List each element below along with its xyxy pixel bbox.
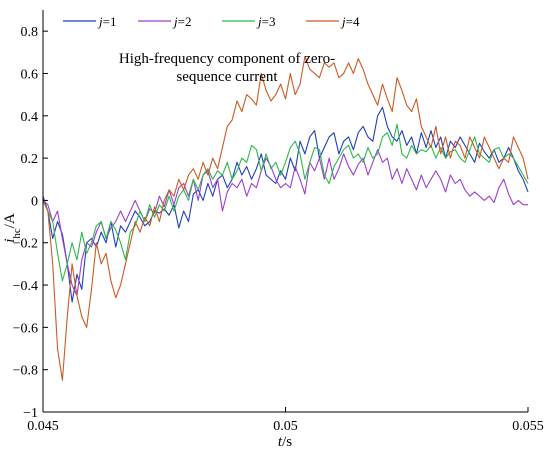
y-tick-label: 0 xyxy=(31,194,38,209)
series-layer xyxy=(42,55,529,381)
legend: j=1 j=2 j=3 j=4 xyxy=(63,14,360,29)
legend-label: j=4 xyxy=(340,14,360,29)
annotation-text: High-frequency component of zero-sequenc… xyxy=(119,51,335,85)
legend-label: j=3 xyxy=(256,14,275,29)
y-tick-label: 0.2 xyxy=(21,152,39,167)
y-tick-label: −0.2 xyxy=(13,237,38,252)
series-line-1 xyxy=(42,106,529,303)
series-line-3 xyxy=(42,123,529,282)
legend-label: j=1 xyxy=(97,14,116,29)
y-tick-label: 0.4 xyxy=(21,110,39,125)
x-tick-label: 0.055 xyxy=(512,419,544,434)
x-axis-label: t/s xyxy=(278,434,292,450)
series-line-4 xyxy=(42,55,529,381)
series-line-2 xyxy=(42,149,528,297)
y-tick-label: 0.8 xyxy=(21,25,39,40)
y-tick-label: −0.4 xyxy=(13,279,38,294)
y-tick-label: −0.6 xyxy=(13,321,38,336)
x-tick-label: 0.045 xyxy=(27,419,59,434)
y-tick-label: −1 xyxy=(23,406,38,421)
legend-label: j=2 xyxy=(172,14,191,29)
y-axis-label: ihc/A xyxy=(2,213,23,243)
y-tick-label: −0.8 xyxy=(13,364,38,379)
x-tick-label: 0.05 xyxy=(273,419,298,434)
axes-layer: −1 −0.8 −0.6 −0.4 −0.2 0 0.2 0.4 0.6 0.8 0.045 0.05… xyxy=(13,10,544,434)
y-tick-label: 0.6 xyxy=(21,67,39,82)
